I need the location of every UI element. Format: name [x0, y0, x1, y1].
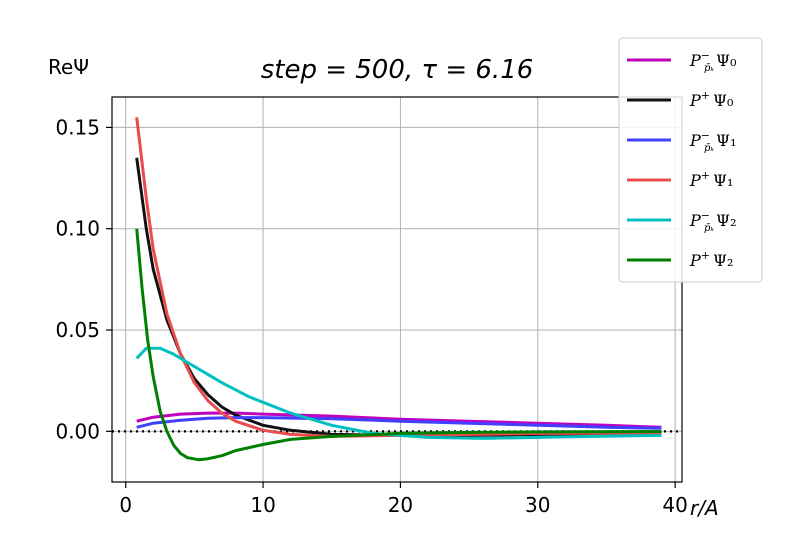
y-tick-label: 0.15: [55, 115, 100, 139]
x-tick-label: 30: [525, 493, 550, 517]
legend-frame: [618, 37, 763, 283]
y-axis-label: ReΨ: [48, 55, 89, 79]
series-line-3: [135, 117, 662, 438]
chart-title: step = 500, τ = 6.16: [261, 55, 534, 85]
x-tick-label: 0: [119, 493, 132, 517]
x-axis-label: r/A: [690, 496, 719, 520]
y-tick-label: 0.00: [55, 419, 100, 443]
series-layer: [135, 117, 662, 462]
series-line-1: [135, 157, 662, 437]
y-tick-label: 0.05: [55, 318, 100, 342]
grid: [112, 97, 682, 482]
y-ticks: 0.00 0.05 0.10 0.15: [55, 115, 112, 443]
series-line-4: [135, 346, 662, 440]
series-line-2: [136, 416, 662, 430]
y-tick-label: 0.10: [55, 217, 100, 241]
x-tick-label: 20: [388, 493, 413, 517]
x-ticks: 0 10 20 30 40: [119, 482, 688, 517]
plot-frame: [111, 96, 683, 483]
x-tick-label: 40: [662, 493, 687, 517]
legend: P− p̄ₖ Ψ₀P+ Ψ₀P− p̄ₖ Ψ₁P+ Ψ₁P− p̄ₖ Ψ₂P+ Ψ₂: [618, 37, 763, 283]
x-tick-label: 10: [250, 493, 275, 517]
series-line-5: [135, 228, 662, 462]
